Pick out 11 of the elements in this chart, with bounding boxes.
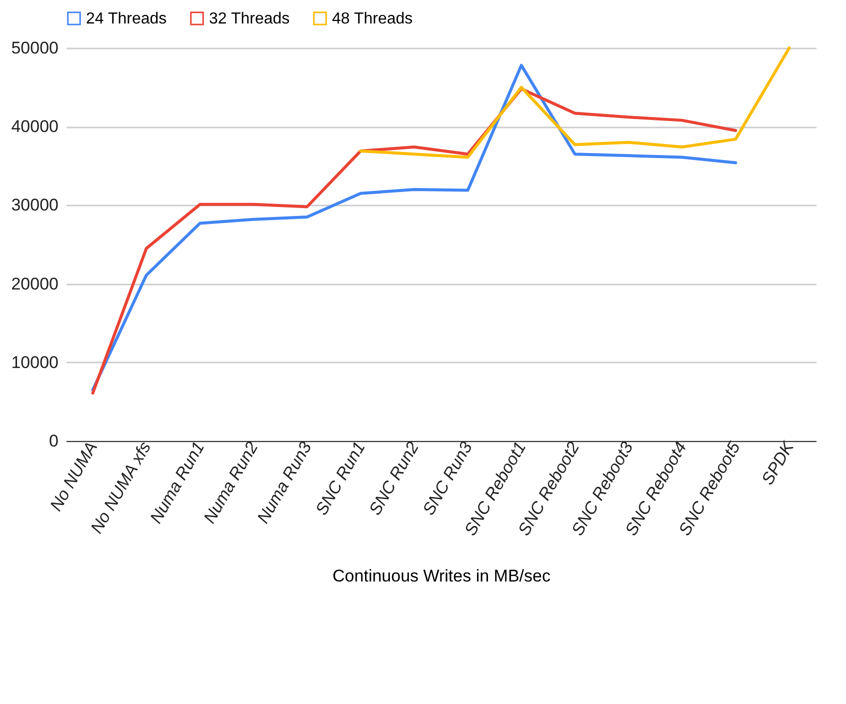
y-tick-label: 40000 — [11, 117, 58, 136]
y-tick-label: 20000 — [11, 274, 58, 294]
legend-label: 48 Threads — [332, 10, 413, 28]
line-series — [359, 46, 791, 159]
y-tick-label: 10000 — [11, 352, 58, 372]
legend-label: 24 Threads — [86, 10, 167, 28]
y-tick-label: 30000 — [11, 196, 58, 215]
y-tick-label: 50000 — [11, 38, 58, 58]
legend-label: 32 Threads — [209, 10, 290, 28]
x-axis-title: Continuous Writes in MB/sec — [332, 566, 551, 586]
y-tick-label: 0 — [49, 432, 58, 450]
